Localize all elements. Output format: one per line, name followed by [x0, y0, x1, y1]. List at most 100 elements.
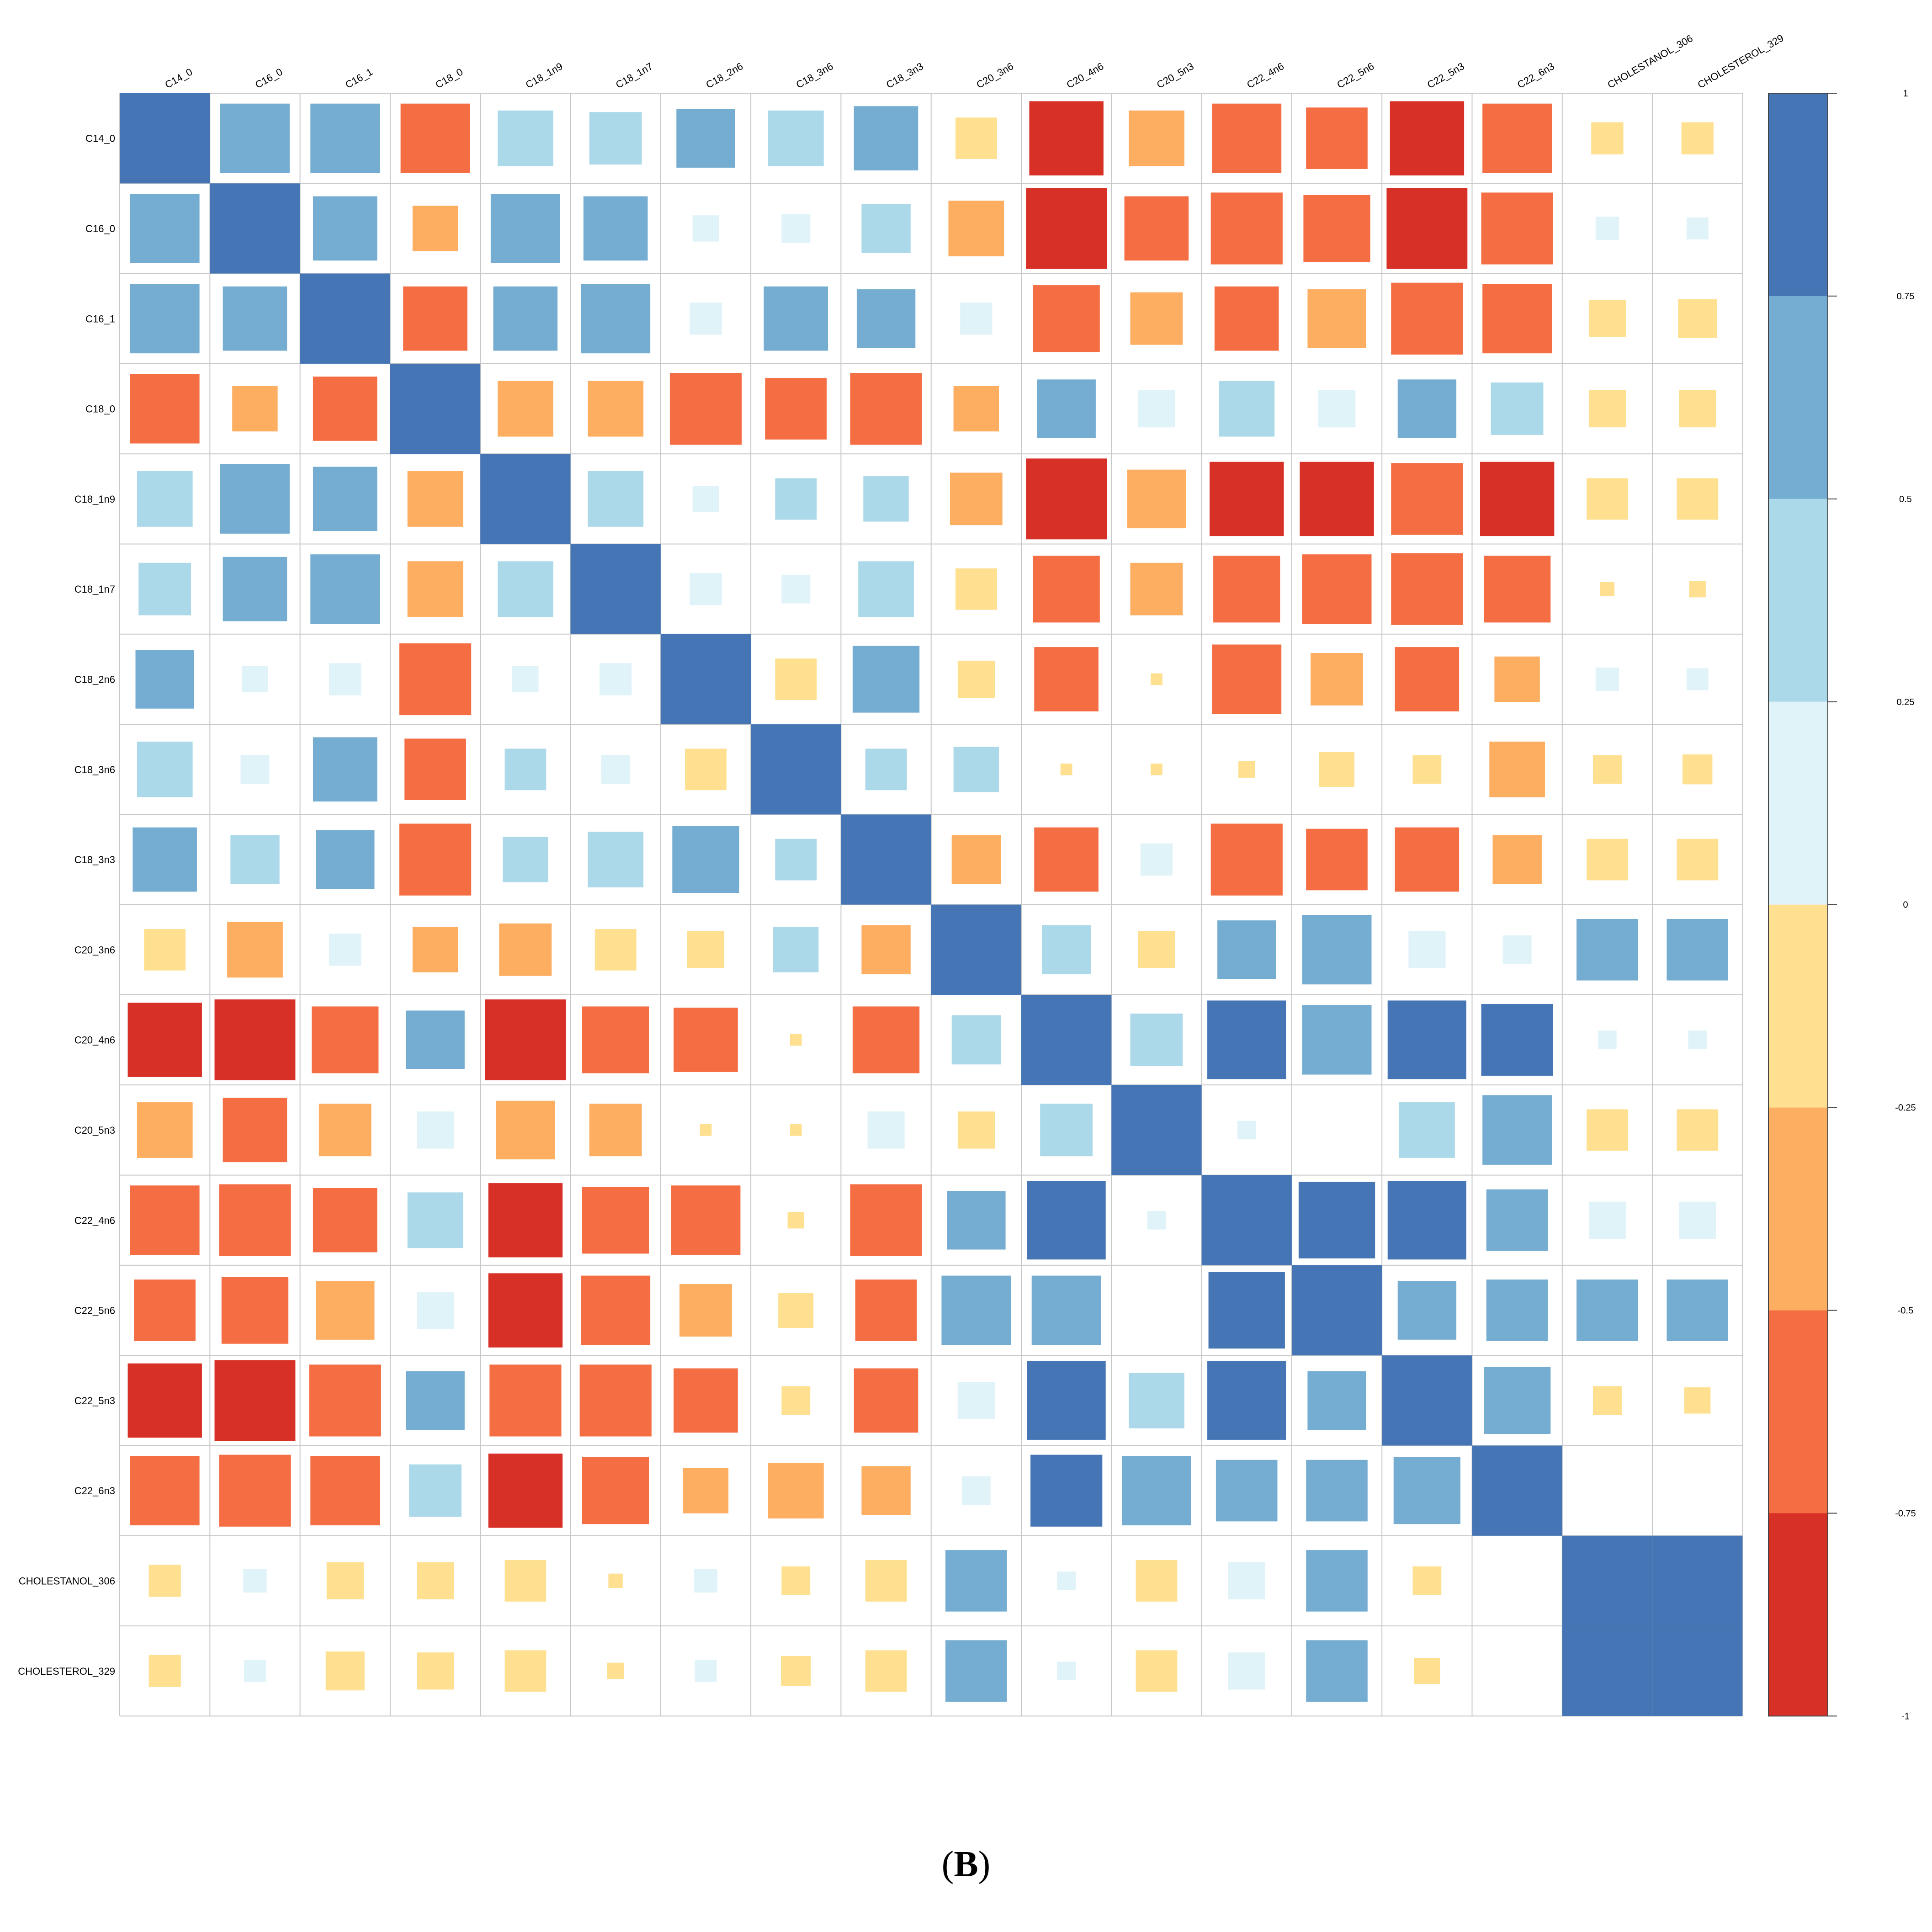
correlation-cell — [1397, 379, 1457, 438]
correlation-cell — [608, 1573, 623, 1588]
row-label: C20_3n6 — [74, 944, 115, 955]
correlation-cell — [1393, 1457, 1460, 1524]
correlation-cell — [329, 934, 361, 966]
correlation-cell — [1151, 673, 1162, 685]
correlation-cell — [310, 1456, 380, 1526]
correlation-cell — [1138, 931, 1175, 968]
correlation-cell — [406, 1010, 465, 1069]
correlation-cell — [130, 374, 200, 444]
row-label: C18_3n3 — [74, 854, 115, 865]
correlation-cell — [1472, 1445, 1562, 1536]
correlation-cell — [692, 215, 719, 242]
correlation-cell — [683, 1468, 729, 1513]
correlation-cell — [1391, 463, 1463, 535]
legend-tick-label: -1 — [1901, 1711, 1910, 1721]
correlation-cell — [861, 925, 911, 975]
correlation-cell — [1210, 823, 1283, 896]
correlation-cell — [1298, 1182, 1375, 1258]
correlation-cell — [1026, 458, 1107, 540]
correlation-cell — [310, 103, 380, 173]
correlation-cell — [850, 373, 922, 445]
correlation-cell — [953, 747, 999, 792]
correlation-cell — [685, 748, 727, 791]
row-label: C20_5n3 — [74, 1125, 115, 1136]
row-label: C18_3n6 — [74, 764, 115, 775]
correlation-cell — [687, 931, 725, 968]
correlation-cell — [1591, 122, 1624, 154]
panel-label-letter: B — [954, 1844, 978, 1884]
column-label: C20_3n6 — [974, 60, 1015, 90]
correlation-cell — [220, 103, 290, 173]
correlation-cell — [144, 929, 186, 971]
correlation-cell — [504, 748, 547, 791]
correlation-cell — [1306, 107, 1368, 169]
correlation-cell — [1027, 1181, 1106, 1260]
correlation-cell — [690, 303, 722, 335]
correlation-cell — [1201, 1175, 1292, 1265]
correlation-cell — [690, 573, 722, 605]
legend-tick-label: 0.5 — [1899, 494, 1912, 504]
row-label: CHOLESTEROL_329 — [18, 1666, 115, 1677]
correlation-cell — [1127, 469, 1186, 529]
correlation-cell — [1412, 1566, 1442, 1595]
correlation-cell — [219, 1184, 291, 1256]
color-legend: 1 0.75 0.5 0.25 0 -0.25 -0.5 -0.75 -1 — [1768, 89, 1916, 1721]
correlation-cell — [941, 1275, 1011, 1345]
correlation-cell — [1111, 1085, 1202, 1175]
correlation-cell — [390, 363, 481, 454]
correlation-cell — [223, 1098, 287, 1162]
correlation-cell — [1318, 390, 1356, 428]
correlation-cell — [488, 1454, 563, 1528]
correlation-cell — [417, 1111, 454, 1149]
correlation-cell — [223, 286, 287, 351]
correlation-cell — [1291, 1265, 1382, 1356]
correlation-cell — [1136, 1650, 1178, 1692]
column-label: C14_0 — [163, 66, 195, 90]
correlation-cell — [854, 1368, 918, 1433]
correlation-cell — [861, 1466, 911, 1515]
correlation-cell — [1480, 462, 1555, 536]
correlation-cell — [1026, 188, 1107, 269]
legend-color-segment — [1768, 904, 1828, 1108]
correlation-cell — [787, 1212, 804, 1229]
correlation-cell — [219, 1454, 291, 1527]
row-label: C18_1n7 — [74, 584, 115, 595]
correlation-cell — [499, 923, 552, 976]
correlation-cell — [781, 1386, 811, 1415]
column-labels: C14_0 C16_0 C16_1 C18_0 C18_1n9 C18_1n7 C18_2n… — [163, 32, 1786, 90]
correlation-cell — [790, 1124, 802, 1136]
correlation-cell — [1482, 284, 1552, 354]
correlation-cell — [694, 1569, 718, 1593]
correlation-cell — [781, 1656, 811, 1686]
column-label: C16_0 — [253, 66, 285, 90]
correlation-cell — [1595, 667, 1619, 691]
correlation-cell — [1306, 828, 1368, 891]
correlation-cell — [1689, 581, 1706, 598]
column-label: C18_1n9 — [524, 60, 565, 90]
correlation-cell — [948, 201, 1004, 256]
correlation-cell — [674, 1368, 738, 1433]
correlation-cell — [858, 561, 914, 617]
correlation-cell — [1033, 285, 1100, 352]
legend-tick-label: 0.25 — [1897, 697, 1915, 707]
correlation-cells — [120, 93, 1743, 1716]
correlation-cell — [221, 1277, 289, 1344]
column-label: CHOLESTANOL_306 — [1605, 32, 1694, 90]
correlation-cell — [674, 1008, 738, 1072]
correlation-cell — [1679, 390, 1716, 428]
correlation-cell — [1408, 931, 1446, 968]
column-label: C20_5n3 — [1155, 60, 1196, 90]
correlation-cell — [316, 830, 375, 889]
correlation-cell — [671, 1185, 741, 1255]
correlation-cell — [1489, 741, 1545, 797]
correlation-cell — [316, 1281, 375, 1340]
column-label: C18_3n6 — [794, 60, 835, 90]
correlation-cell — [1679, 1201, 1716, 1239]
correlation-cell — [407, 1192, 463, 1248]
correlation-cell — [137, 741, 193, 797]
correlation-cell — [855, 1279, 917, 1341]
correlation-cell — [412, 206, 458, 251]
correlation-cell — [137, 1102, 193, 1158]
correlation-cell — [600, 663, 632, 695]
